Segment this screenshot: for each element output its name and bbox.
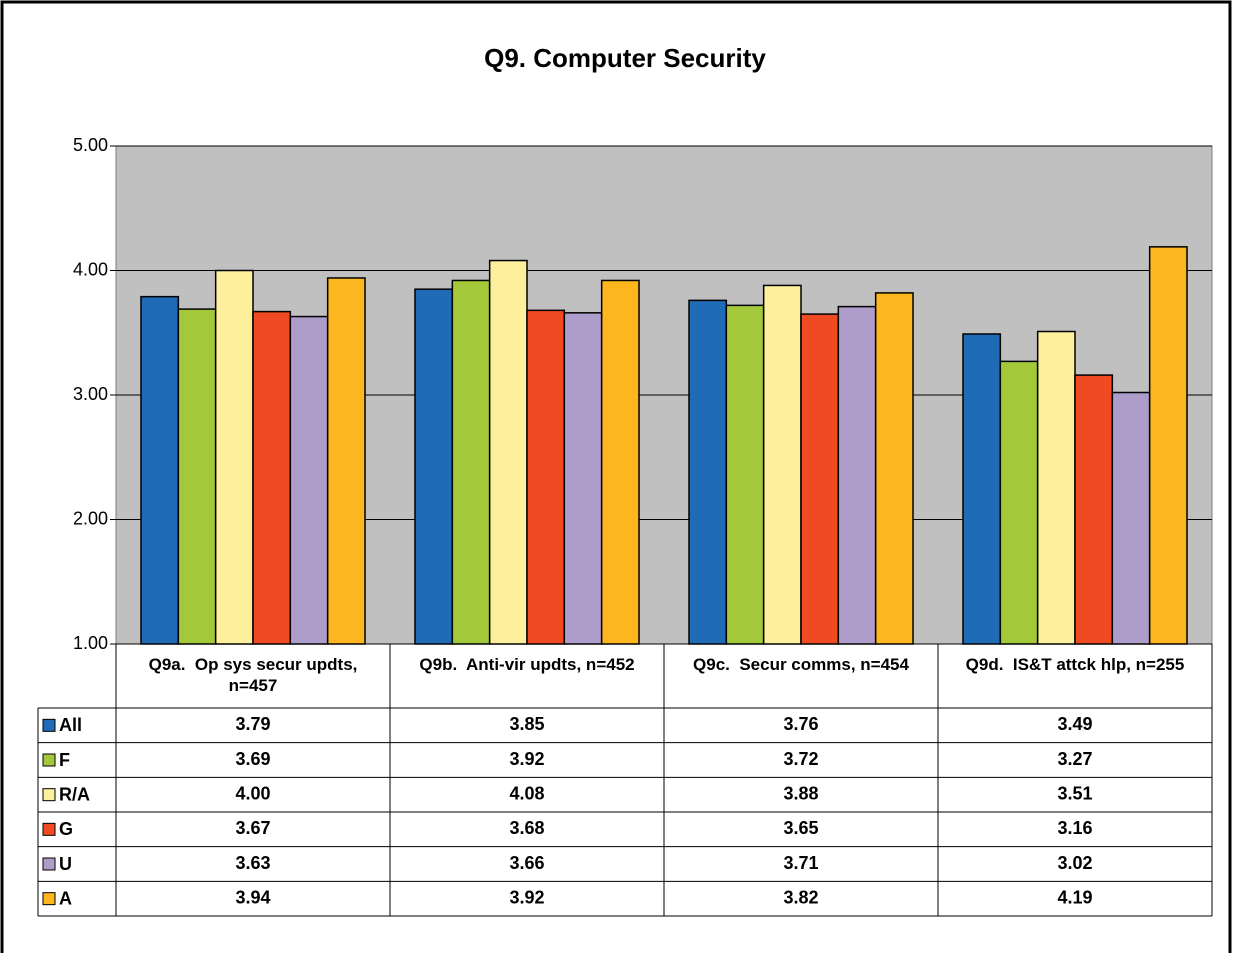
bar [488, 259, 528, 645]
data-label: 3.27 [1057, 749, 1092, 769]
legend-label: F [59, 750, 70, 770]
bar [837, 305, 877, 645]
bar [289, 315, 329, 645]
bar [688, 299, 728, 645]
data-label: 3.85 [509, 714, 544, 734]
legend-key [42, 892, 56, 906]
data-label: 3.71 [783, 853, 818, 873]
y-tick-label: 5.00 [73, 135, 108, 155]
legend-key [42, 788, 56, 802]
legend-key [42, 718, 56, 732]
data-label: 3.65 [783, 818, 818, 838]
data-label: 3.69 [235, 749, 270, 769]
legend-label: R/A [59, 784, 90, 804]
data-label: 3.92 [509, 749, 544, 769]
x-tick-label: Q9c. Secur comms, n=454 [693, 655, 909, 674]
bar [563, 312, 603, 645]
legend-label: G [59, 819, 73, 839]
bar [326, 277, 366, 645]
bar [725, 304, 765, 645]
data-label: 3.92 [509, 887, 544, 907]
bar [800, 313, 840, 645]
data-label: 4.08 [509, 783, 544, 803]
bar [874, 292, 914, 645]
bar [252, 310, 292, 645]
bar [1074, 374, 1114, 645]
data-label: 3.49 [1057, 714, 1092, 734]
bar [451, 279, 491, 645]
legend-key [42, 822, 56, 836]
bar [1148, 246, 1188, 645]
y-tick-label: 4.00 [73, 259, 108, 279]
bar [414, 288, 454, 645]
data-label: 3.63 [235, 853, 270, 873]
bar [600, 279, 640, 645]
data-label: 3.72 [783, 749, 818, 769]
legend-key [42, 753, 56, 767]
bar [214, 269, 254, 645]
data-label: 3.82 [783, 887, 818, 907]
data-label: 3.79 [235, 714, 270, 734]
bar [1111, 391, 1151, 645]
data-label: 3.02 [1057, 853, 1092, 873]
bar [140, 295, 180, 645]
data-label: 4.00 [235, 783, 270, 803]
y-tick-label: 2.00 [73, 508, 108, 528]
data-label: 3.76 [783, 714, 818, 734]
y-tick-label: 3.00 [73, 384, 108, 404]
bar [762, 284, 802, 645]
x-tick-label: Q9a. Op sys secur updts, n=457 [148, 655, 363, 695]
legend-label: U [59, 854, 72, 874]
y-tick-label: 1.00 [73, 633, 108, 653]
data-label: 3.66 [509, 853, 544, 873]
legend-label: All [59, 715, 82, 735]
bar [526, 309, 566, 645]
bar [999, 360, 1039, 645]
data-label: 4.19 [1057, 887, 1092, 907]
data-label: 3.94 [235, 887, 270, 907]
data-label: 3.67 [235, 818, 270, 838]
bar [177, 308, 217, 645]
chart-title: Q9. Computer Security [484, 43, 766, 73]
x-tick-label: Q9d. IS&T attck hlp, n=255 [965, 655, 1185, 674]
legend-key [42, 857, 56, 871]
data-label: 3.51 [1057, 783, 1092, 803]
data-label: 3.88 [783, 783, 818, 803]
x-tick-label: Q9b. Anti-vir updts, n=452 [419, 655, 635, 674]
bar [962, 333, 1002, 645]
data-label: 3.16 [1057, 818, 1092, 838]
data-label: 3.68 [509, 818, 544, 838]
legend-label: A [59, 888, 72, 908]
bar [1036, 330, 1076, 645]
